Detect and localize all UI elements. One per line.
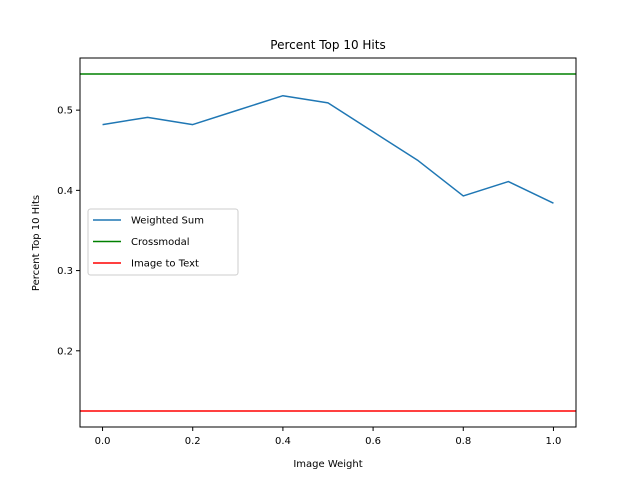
legend-box bbox=[87, 208, 239, 276]
plot-frame bbox=[79, 57, 577, 428]
legend-label: Crossmodal bbox=[131, 237, 190, 248]
series-line-weighted-sum bbox=[102, 94, 554, 204]
x-tick-label: 0.0 bbox=[95, 436, 111, 447]
y-tick-label: 0.4 bbox=[57, 186, 73, 197]
x-tick-label: 0.8 bbox=[455, 436, 471, 447]
y-tick-label: 0.3 bbox=[57, 266, 73, 277]
x-tick-label: 0.4 bbox=[275, 436, 291, 447]
x-tick-label: 0.6 bbox=[365, 436, 381, 447]
y-axis-label: Percent Top 10 Hits bbox=[31, 195, 42, 291]
chart-title: Percent Top 10 Hits bbox=[270, 38, 385, 52]
x-tick-label: 0.2 bbox=[185, 436, 201, 447]
y-tick-label: 0.5 bbox=[57, 106, 73, 117]
y-tick-label: 0.2 bbox=[57, 346, 73, 357]
x-tick-label: 1.0 bbox=[546, 436, 562, 447]
plot-area bbox=[80, 73, 576, 412]
legend-label: Weighted Sum bbox=[131, 216, 204, 227]
legend-label: Image to Text bbox=[131, 259, 199, 270]
x-axis: 0.0 0.2 0.4 0.6 0.8 1.0 bbox=[95, 427, 562, 447]
y-axis: 0.2 0.3 0.4 0.5 bbox=[57, 106, 80, 357]
x-axis-label: Image Weight bbox=[293, 459, 362, 470]
legend: Weighted Sum Crossmodal Image to Text bbox=[87, 208, 239, 276]
